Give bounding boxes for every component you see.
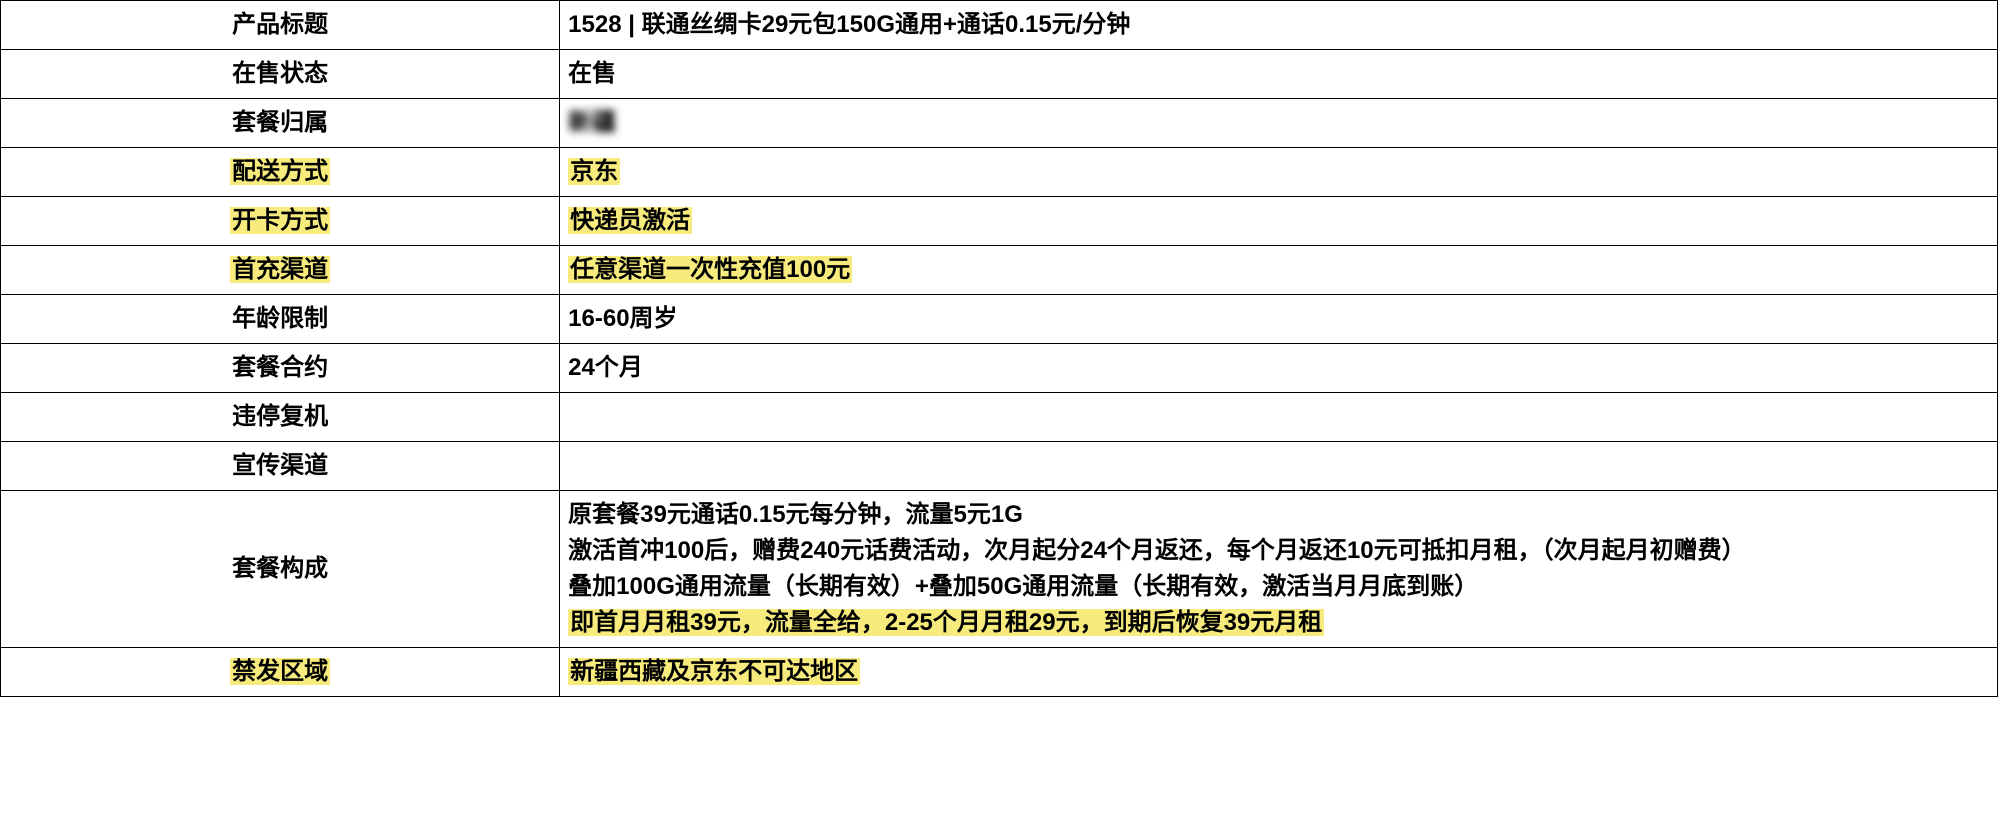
row-label-cell: 套餐构成 xyxy=(1,491,560,648)
row-value-cell: 任意渠道一次性充值100元 xyxy=(560,246,1998,295)
table-row: 套餐合约 24个月 xyxy=(1,344,1998,393)
product-detail-table: 产品标题 1528 | 联通丝绸卡29元包150G通用+通话0.15元/分钟 在… xyxy=(0,0,1998,697)
composition-line: 叠加100G通用流量（长期有效）+叠加50G通用流量（长期有效，激活当月月底到账… xyxy=(568,569,1989,605)
row-label-highlighted: 开卡方式 xyxy=(230,207,330,234)
row-value: 16-60周岁 xyxy=(568,305,677,332)
row-value: 1528 | 联通丝绸卡29元包150G通用+通话0.15元/分钟 xyxy=(568,11,1130,38)
table-row: 宣传渠道 xyxy=(1,442,1998,491)
row-label-cell: 在售状态 xyxy=(1,50,560,99)
row-label: 宣传渠道 xyxy=(232,452,328,479)
row-value-cell: 24个月 xyxy=(560,344,1998,393)
table-row: 在售状态 在售 xyxy=(1,50,1998,99)
composition-line: 原套餐39元通话0.15元每分钟，流量5元1G xyxy=(568,497,1989,533)
row-label: 在售状态 xyxy=(232,60,328,87)
row-label: 套餐归属 xyxy=(232,109,328,136)
row-label-highlighted: 禁发区域 xyxy=(230,658,330,685)
row-value: 在售 xyxy=(568,60,616,87)
table-row: 产品标题 1528 | 联通丝绸卡29元包150G通用+通话0.15元/分钟 xyxy=(1,1,1998,50)
row-value-cell: 16-60周岁 xyxy=(560,295,1998,344)
row-value-blurred: 新疆 xyxy=(568,109,616,136)
row-value-cell xyxy=(560,442,1998,491)
table-row: 配送方式 京东 xyxy=(1,148,1998,197)
row-label-cell: 开卡方式 xyxy=(1,197,560,246)
table-row: 年龄限制 16-60周岁 xyxy=(1,295,1998,344)
row-value-cell: 新疆 xyxy=(560,99,1998,148)
row-label-cell: 年龄限制 xyxy=(1,295,560,344)
row-label-cell: 配送方式 xyxy=(1,148,560,197)
row-label: 产品标题 xyxy=(232,11,328,38)
row-label-cell: 套餐归属 xyxy=(1,99,560,148)
row-value-highlighted: 新疆西藏及京东不可达地区 xyxy=(568,658,860,685)
table-body: 产品标题 1528 | 联通丝绸卡29元包150G通用+通话0.15元/分钟 在… xyxy=(1,1,1998,697)
composition-line: 激活首冲100后，赠费240元话费活动，次月起分24个月返还，每个月返还10元可… xyxy=(568,533,1989,569)
composition-line-highlighted: 即首月月租39元，流量全给，2-25个月月租29元，到期后恢复39元月租 xyxy=(568,605,1989,641)
row-label: 违停复机 xyxy=(232,403,328,430)
row-value: 24个月 xyxy=(568,354,643,381)
row-value-highlighted: 快递员激活 xyxy=(568,207,692,234)
table-row: 首充渠道 任意渠道一次性充值100元 xyxy=(1,246,1998,295)
row-label: 套餐合约 xyxy=(232,354,328,381)
row-label: 年龄限制 xyxy=(232,305,328,332)
row-value-cell: 新疆西藏及京东不可达地区 xyxy=(560,648,1998,697)
row-value-cell xyxy=(560,393,1998,442)
row-value-cell: 快递员激活 xyxy=(560,197,1998,246)
table-row-restricted: 禁发区域 新疆西藏及京东不可达地区 xyxy=(1,648,1998,697)
row-value-cell: 京东 xyxy=(560,148,1998,197)
row-label: 套餐构成 xyxy=(232,555,328,582)
row-label-cell: 首充渠道 xyxy=(1,246,560,295)
row-label-cell: 套餐合约 xyxy=(1,344,560,393)
row-value-cell: 1528 | 联通丝绸卡29元包150G通用+通话0.15元/分钟 xyxy=(560,1,1998,50)
row-value-highlighted: 任意渠道一次性充值100元 xyxy=(568,256,852,283)
row-label-highlighted: 首充渠道 xyxy=(230,256,330,283)
row-label-cell: 禁发区域 xyxy=(1,648,560,697)
table-row-composition: 套餐构成 原套餐39元通话0.15元每分钟，流量5元1G 激活首冲100后，赠费… xyxy=(1,491,1998,648)
row-label-highlighted: 配送方式 xyxy=(230,158,330,185)
row-value-cell-multiline: 原套餐39元通话0.15元每分钟，流量5元1G 激活首冲100后，赠费240元话… xyxy=(560,491,1998,648)
row-label-cell: 违停复机 xyxy=(1,393,560,442)
row-value-highlighted: 京东 xyxy=(568,158,620,185)
table-row: 套餐归属 新疆 xyxy=(1,99,1998,148)
table-row: 违停复机 xyxy=(1,393,1998,442)
table-row: 开卡方式 快递员激活 xyxy=(1,197,1998,246)
row-value-cell: 在售 xyxy=(560,50,1998,99)
row-label-cell: 宣传渠道 xyxy=(1,442,560,491)
row-label-cell: 产品标题 xyxy=(1,1,560,50)
